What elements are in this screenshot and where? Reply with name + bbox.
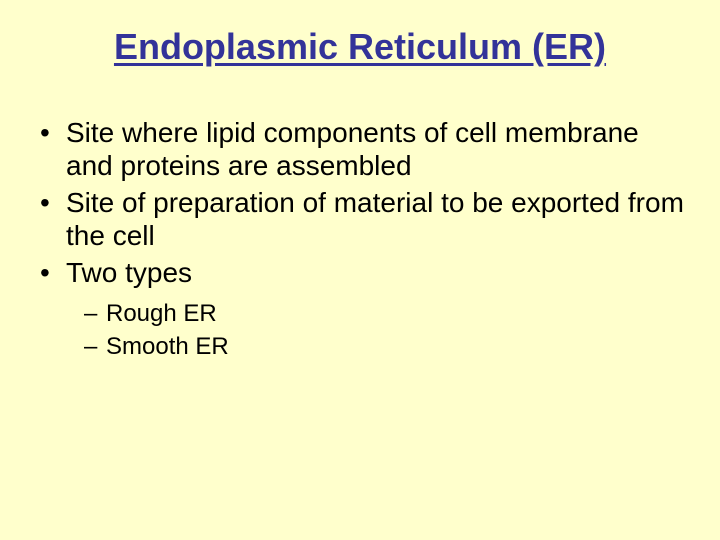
bullet-text: Smooth ER [106,333,229,360]
slide-body: Site where lipid components of cell memb… [0,78,720,362]
slide-title: Endoplasmic Reticulum (ER) [0,0,720,78]
bullet-text: Site of preparation of material to be ex… [66,187,684,251]
bullet-level1: Site where lipid components of cell memb… [36,116,684,182]
sub-bullet-group: Rough ER Smooth ER [36,299,684,362]
bullet-level2: Rough ER [36,299,684,328]
bullet-text: Site where lipid components of cell memb… [66,117,639,181]
bullet-text: Rough ER [106,300,217,327]
slide: Endoplasmic Reticulum (ER) Site where li… [0,0,720,540]
bullet-text: Two types [66,257,192,288]
bullet-level1: Site of preparation of material to be ex… [36,186,684,252]
bullet-level1: Two types [36,256,684,289]
bullet-level2: Smooth ER [36,332,684,361]
